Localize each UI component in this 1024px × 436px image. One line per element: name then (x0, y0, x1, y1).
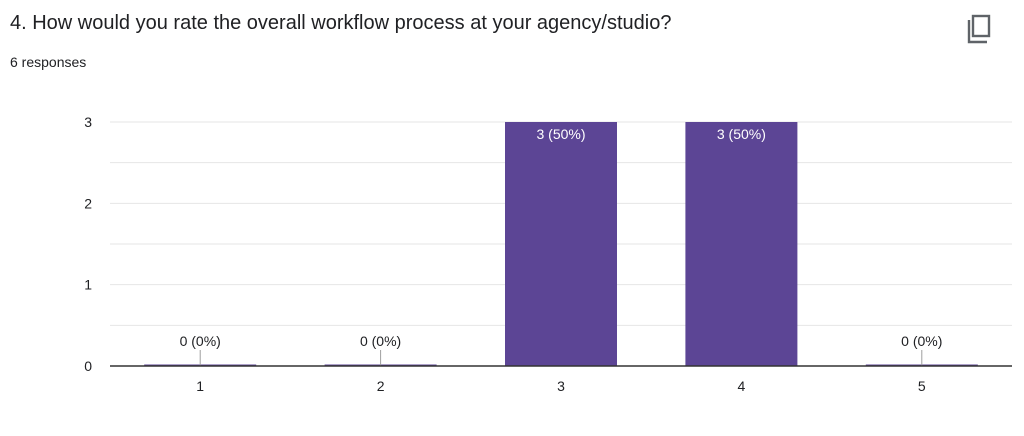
y-tick-label: 2 (84, 195, 92, 211)
question-title: 4. How would you rate the overall workfl… (10, 12, 672, 34)
y-tick-label: 0 (84, 358, 92, 374)
y-tick-label: 1 (84, 277, 92, 293)
x-tick-label: 2 (377, 378, 385, 394)
bar-data-label: 0 (0%) (901, 333, 942, 349)
x-tick-label: 4 (738, 378, 746, 394)
bar-data-label: 0 (0%) (360, 333, 401, 349)
bar (685, 122, 798, 366)
bar (505, 122, 617, 366)
y-tick-label: 3 (84, 114, 92, 130)
bar-data-label: 3 (50%) (717, 126, 766, 142)
x-tick-label: 3 (557, 378, 565, 394)
x-tick-label: 1 (196, 378, 204, 394)
response-count: 6 responses (10, 54, 87, 70)
bar-data-label: 3 (50%) (536, 126, 585, 142)
x-tick-label: 5 (918, 378, 926, 394)
copy-icon[interactable] (960, 12, 996, 48)
bar-data-label: 0 (0%) (180, 333, 221, 349)
